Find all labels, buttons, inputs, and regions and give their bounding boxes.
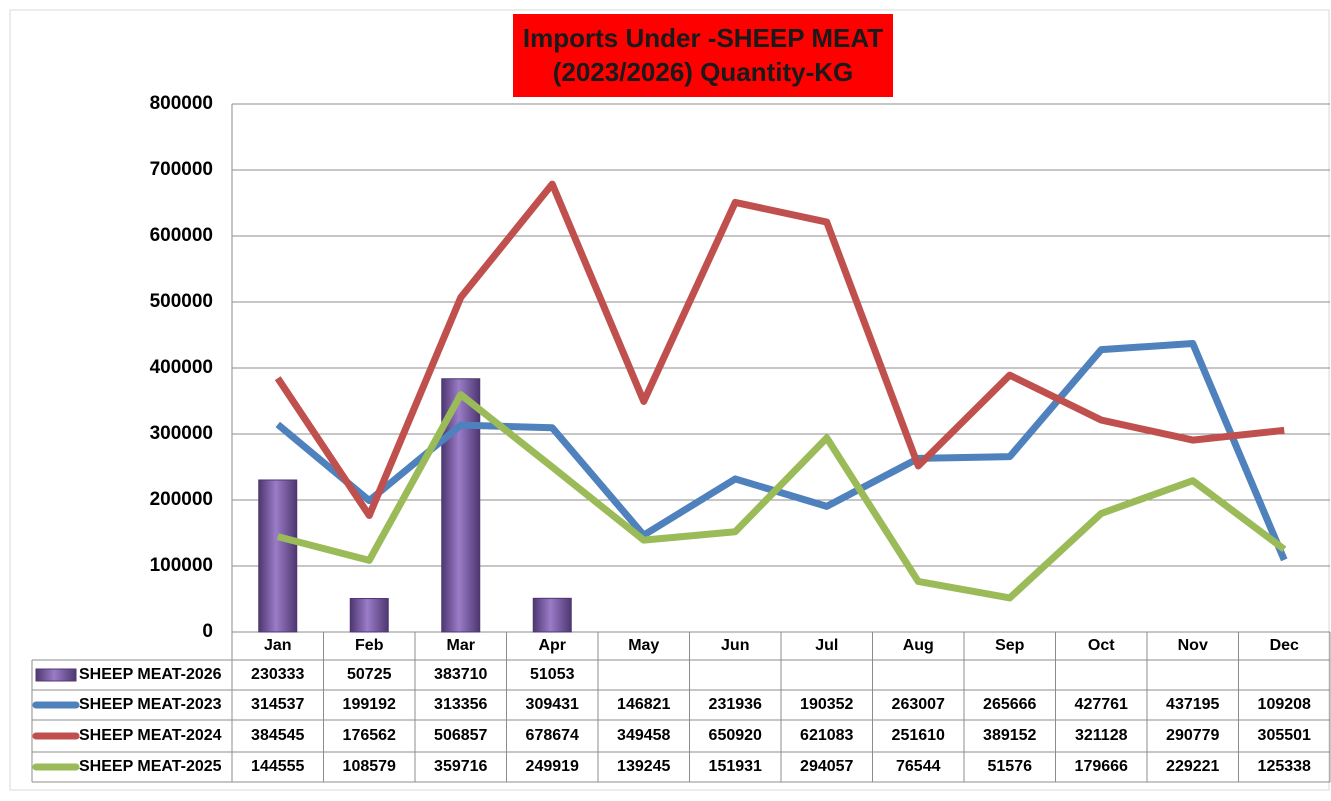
chart-title: (2023/2026) Quantity-KG: [553, 57, 854, 87]
x-tick-label: Apr: [538, 637, 566, 654]
table-value: 144555: [251, 758, 304, 775]
x-tick-label: Sep: [995, 637, 1025, 654]
x-tick-label: Jun: [721, 637, 749, 654]
table-value: 125338: [1258, 758, 1311, 775]
table-value: 437195: [1166, 696, 1219, 713]
y-tick-label: 200000: [150, 489, 213, 510]
y-tick-label: 0: [202, 621, 213, 642]
bar: [258, 479, 298, 633]
table-value: 76544: [896, 758, 941, 775]
line: [276, 391, 1287, 602]
table-value: 199192: [343, 696, 396, 713]
bar: [349, 598, 389, 633]
table-value: 621083: [800, 727, 853, 744]
table-value: 506857: [434, 727, 487, 744]
line: [274, 180, 1285, 519]
table-value: 384545: [251, 727, 304, 744]
table-value: 109208: [1258, 696, 1311, 713]
table-value: 309431: [526, 696, 579, 713]
table-value: 50725: [347, 666, 392, 683]
legend-swatch: [35, 668, 77, 682]
table-value: 251610: [892, 727, 945, 744]
table-value: 294057: [800, 758, 853, 775]
table-value: 383710: [434, 666, 487, 683]
x-tick-label: Nov: [1178, 637, 1208, 654]
table-value: 229221: [1166, 758, 1219, 775]
x-tick-label: Jan: [264, 637, 292, 654]
table-value: 263007: [892, 696, 945, 713]
table-value: 359716: [434, 758, 487, 775]
table-value: 427761: [1075, 696, 1128, 713]
table-value: 151931: [709, 758, 762, 775]
legend-label: SHEEP MEAT-2026: [79, 666, 222, 683]
y-tick-label: 700000: [150, 159, 213, 180]
title-box: [513, 14, 893, 97]
line: [275, 339, 1288, 562]
table-value: 249919: [526, 758, 579, 775]
y-tick-label: 800000: [150, 93, 213, 114]
y-tick-label: 400000: [150, 357, 213, 378]
table-value: 349458: [617, 727, 670, 744]
table-value: 678674: [526, 727, 579, 744]
table-value: 146821: [617, 696, 670, 713]
table-value: 650920: [709, 727, 762, 744]
x-tick-label: Dec: [1270, 637, 1299, 654]
legend-label: SHEEP MEAT-2025: [79, 758, 222, 775]
table-value: 313356: [434, 696, 487, 713]
table-value: 230333: [251, 666, 304, 683]
x-tick-label: Mar: [447, 637, 475, 654]
x-tick-label: Aug: [903, 637, 934, 654]
y-tick-label: 600000: [150, 225, 213, 246]
chart-title: Imports Under -SHEEP MEAT: [523, 23, 883, 53]
x-tick-label: Feb: [355, 637, 384, 654]
legend-label: SHEEP MEAT-2024: [79, 727, 222, 744]
table-value: 231936: [709, 696, 762, 713]
bar: [532, 597, 572, 633]
legend-label: SHEEP MEAT-2023: [79, 696, 222, 713]
table-value: 176562: [343, 727, 396, 744]
table-value: 290779: [1166, 727, 1219, 744]
table-value: 108579: [343, 758, 396, 775]
x-tick-label: Oct: [1088, 637, 1115, 654]
x-tick-label: May: [628, 637, 659, 654]
x-tick-label: Jul: [815, 637, 838, 654]
table-value: 51053: [530, 666, 575, 683]
table-value: 265666: [983, 696, 1036, 713]
table-value: 139245: [617, 758, 670, 775]
table-value: 305501: [1258, 727, 1311, 744]
y-tick-label: 100000: [150, 555, 213, 576]
table-value: 389152: [983, 727, 1036, 744]
y-tick-label: 500000: [150, 291, 213, 312]
table-value: 51576: [988, 758, 1033, 775]
table-value: 190352: [800, 696, 853, 713]
table-value: 314537: [251, 696, 304, 713]
table-value: 321128: [1075, 727, 1128, 744]
y-tick-label: 300000: [150, 423, 213, 444]
table-value: 179666: [1075, 758, 1128, 775]
